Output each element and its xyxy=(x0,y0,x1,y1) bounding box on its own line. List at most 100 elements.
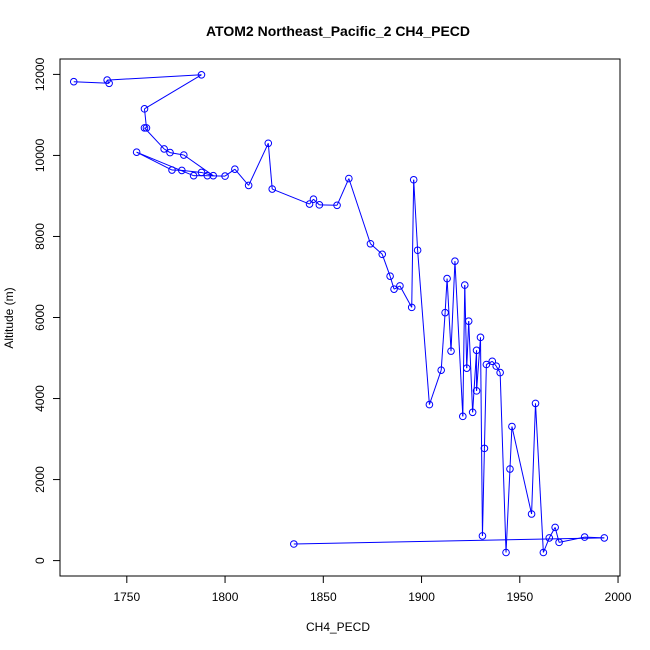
data-point xyxy=(268,185,277,193)
series-line-segment xyxy=(450,261,456,352)
data-marks xyxy=(69,71,609,557)
y-tick-label: 4000 xyxy=(33,385,47,412)
y-tick-label: 2000 xyxy=(33,466,47,493)
series-line-segment xyxy=(144,74,202,110)
data-point xyxy=(168,166,176,174)
data-point xyxy=(443,274,451,283)
data-point xyxy=(189,171,198,180)
data-point xyxy=(506,465,514,473)
y-axis-label: Altitude (m) xyxy=(2,287,16,348)
data-point xyxy=(409,175,418,184)
data-point xyxy=(366,239,375,248)
data-point xyxy=(305,200,314,208)
x-axis: 1750 1800 1850 1900 1950 2000 xyxy=(113,575,632,604)
data-point xyxy=(492,362,501,370)
series-line-segment xyxy=(267,143,273,190)
data-point xyxy=(476,333,485,342)
x-tick-label: 1800 xyxy=(212,590,239,604)
data-point xyxy=(539,548,548,557)
y-tick-label: 8000 xyxy=(33,223,47,250)
x-tick-label: 1750 xyxy=(113,590,140,604)
data-point xyxy=(551,523,559,532)
series-line-segment xyxy=(548,527,556,539)
series-line-segment xyxy=(464,285,468,369)
series-line-segment xyxy=(472,350,478,413)
plot-frame xyxy=(59,58,621,577)
data-point xyxy=(315,201,324,209)
data-point xyxy=(482,360,491,369)
data-point xyxy=(468,408,477,417)
series-line-segment xyxy=(272,188,310,205)
data-point xyxy=(478,532,487,540)
x-tick-label: 2000 xyxy=(605,590,632,604)
x-tick-label: 1950 xyxy=(506,590,533,604)
data-point xyxy=(160,145,168,153)
data-point xyxy=(600,534,609,542)
series-line-segment xyxy=(440,312,446,371)
x-tick-label: 1900 xyxy=(408,590,435,604)
series-line-segment xyxy=(413,179,419,251)
series-line-segment xyxy=(389,276,395,290)
data-point xyxy=(390,285,398,293)
data-point xyxy=(527,510,536,518)
data-point xyxy=(472,346,481,355)
data-point xyxy=(488,357,497,366)
series-line-segment xyxy=(399,285,413,308)
data-point xyxy=(545,534,554,542)
series-line-segment xyxy=(107,74,202,81)
data-point xyxy=(179,151,188,159)
y-axis: 0 2000 4000 6000 8000 10000 12000 xyxy=(33,57,61,564)
series-line-segment xyxy=(224,168,236,177)
series-line-segment xyxy=(201,171,214,177)
data-point xyxy=(203,171,212,180)
series-line-segment xyxy=(468,321,474,413)
data-point xyxy=(496,368,504,377)
series-line-segment xyxy=(466,321,470,369)
series-line-segment xyxy=(428,370,442,405)
series-line-segment xyxy=(511,426,533,515)
series-line-segment xyxy=(444,278,448,313)
series-line-segment xyxy=(411,179,415,308)
series-line-segment xyxy=(417,250,430,405)
series-line-segment xyxy=(505,469,511,553)
series-line-segment xyxy=(446,278,452,352)
data-point xyxy=(462,364,471,372)
data-point xyxy=(197,71,206,79)
data-point xyxy=(413,246,422,255)
data-point xyxy=(209,171,218,180)
data-point xyxy=(142,124,151,132)
data-point xyxy=(378,250,387,259)
data-point xyxy=(425,400,434,409)
data-point xyxy=(580,533,589,541)
data-point xyxy=(132,148,141,156)
data-point xyxy=(447,347,455,355)
y-tick-label: 10000 xyxy=(33,138,47,172)
series-line-segment xyxy=(542,537,550,553)
data-point xyxy=(451,257,459,265)
series-line-segment xyxy=(462,285,466,417)
data-point xyxy=(472,387,481,395)
data-point xyxy=(502,548,510,557)
chart-title: ATOM2 Northeast_Pacific_2 CH4_PECD xyxy=(206,23,470,39)
data-point xyxy=(531,399,540,408)
data-point xyxy=(437,366,445,374)
data-point xyxy=(464,317,473,325)
data-point xyxy=(441,308,449,317)
data-point xyxy=(290,540,298,548)
series-line-segment xyxy=(169,152,184,156)
x-axis-label: CH4_PECD xyxy=(306,620,370,634)
y-tick-label: 0 xyxy=(33,557,47,564)
series-line-segment xyxy=(370,243,383,255)
series-line-segment xyxy=(535,403,544,553)
series-line-segment xyxy=(483,364,487,449)
series-line-segment xyxy=(476,337,481,391)
data-point xyxy=(178,166,186,175)
series-line-segment xyxy=(499,372,507,553)
data-point xyxy=(309,195,318,203)
data-point xyxy=(244,181,253,190)
series-line-segment xyxy=(509,426,513,470)
data-point xyxy=(264,139,273,148)
data-point xyxy=(231,165,239,174)
data-point xyxy=(555,538,563,547)
